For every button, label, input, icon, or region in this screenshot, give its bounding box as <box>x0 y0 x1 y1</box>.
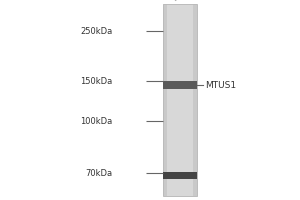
Bar <box>193 4 197 196</box>
Bar <box>163 172 197 179</box>
Bar <box>163 4 167 196</box>
Text: MTUS1: MTUS1 <box>205 81 236 90</box>
Text: 150kDa: 150kDa <box>80 76 112 86</box>
Text: 100kDa: 100kDa <box>80 116 112 126</box>
Bar <box>163 81 197 89</box>
Text: 70kDa: 70kDa <box>85 168 112 178</box>
Text: SH-SY5Y: SH-SY5Y <box>170 0 199 2</box>
Text: 250kDa: 250kDa <box>80 26 112 36</box>
Bar <box>163 4 197 196</box>
